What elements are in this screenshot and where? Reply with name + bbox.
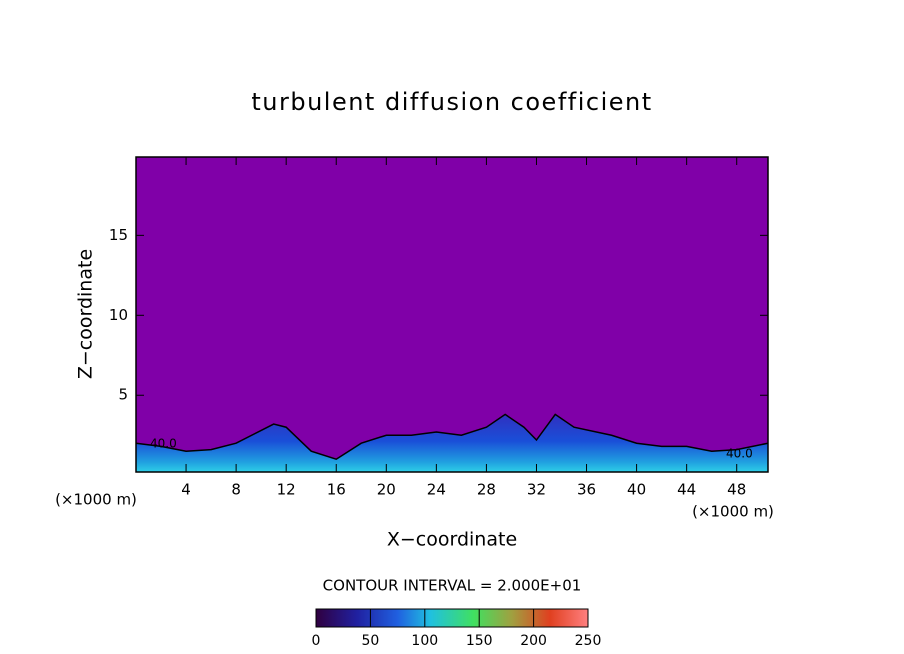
plot-area	[136, 157, 768, 472]
x-tick-label: 8	[231, 481, 241, 499]
x-unit: (×1000 m)	[692, 503, 774, 521]
x-tick-label: 4	[181, 481, 191, 499]
background-field	[136, 157, 768, 472]
colorbar-tick-label: 150	[466, 633, 493, 649]
x-unit: (×1000 m)	[55, 491, 137, 509]
x-tick-label: 44	[677, 481, 696, 499]
colorbar-tick-label: 100	[411, 633, 438, 649]
plot-frame	[135, 156, 769, 473]
colorbar	[315, 608, 589, 628]
contour-interval: CONTOUR INTERVAL = 2.000E+01	[323, 577, 582, 595]
contour-label: 40.0	[726, 447, 753, 461]
x-tick-label: 24	[427, 481, 446, 499]
x-tick-label: 36	[577, 481, 596, 499]
x-tick-label: 32	[527, 481, 546, 499]
x-tick-label: 48	[727, 481, 746, 499]
x-tick-label: 12	[277, 481, 296, 499]
colorbar-tick-label: 200	[520, 633, 547, 649]
colorbar-tick-label: 250	[575, 633, 602, 649]
contour-line	[136, 413, 768, 461]
y-tick-label: 5	[118, 386, 128, 404]
turbulent-layer	[136, 414, 768, 472]
x-tick-label: 16	[327, 481, 346, 499]
x-tick-label: 40	[627, 481, 646, 499]
x-axis-label: X−coordinate	[387, 529, 517, 551]
y-tick-label: 15	[109, 226, 128, 244]
x-tick-label: 20	[377, 481, 396, 499]
chart-title: turbulent diffusion coefficient	[251, 88, 652, 116]
y-tick-label: 10	[109, 306, 128, 324]
contour-label: 40.0	[150, 437, 177, 451]
colorbar-tick-label: 0	[312, 633, 321, 649]
y-axis-label: Z−coordinate	[75, 249, 97, 379]
x-tick-label: 28	[477, 481, 496, 499]
colorbar-tick-label: 50	[361, 633, 379, 649]
